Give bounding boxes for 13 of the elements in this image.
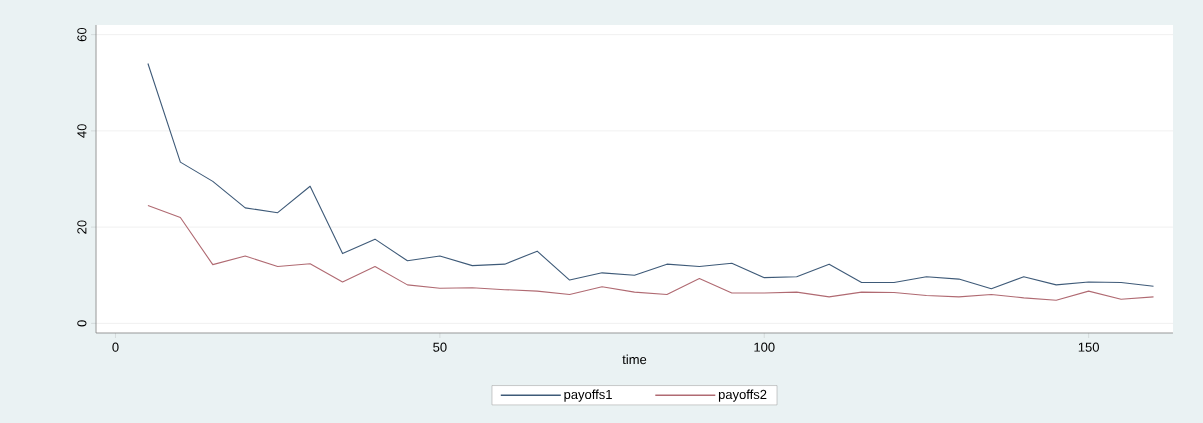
legend-label: payoffs2 <box>718 389 767 402</box>
line-series <box>147 204 1155 301</box>
y-tick-label: 40 <box>77 124 87 138</box>
x-tick-label: 50 <box>433 342 447 352</box>
x-tick-label: 100 <box>754 342 775 352</box>
y-tick-label: 20 <box>77 220 87 234</box>
x-axis-title: time <box>622 354 647 365</box>
line-series <box>147 62 1155 290</box>
x-tick-label: 150 <box>1078 342 1099 352</box>
y-tick-label: 60 <box>77 27 87 42</box>
x-tick-label: 0 <box>112 342 119 352</box>
legend-label: payoffs1 <box>564 389 612 402</box>
y-tick-label: 0 <box>77 320 87 327</box>
